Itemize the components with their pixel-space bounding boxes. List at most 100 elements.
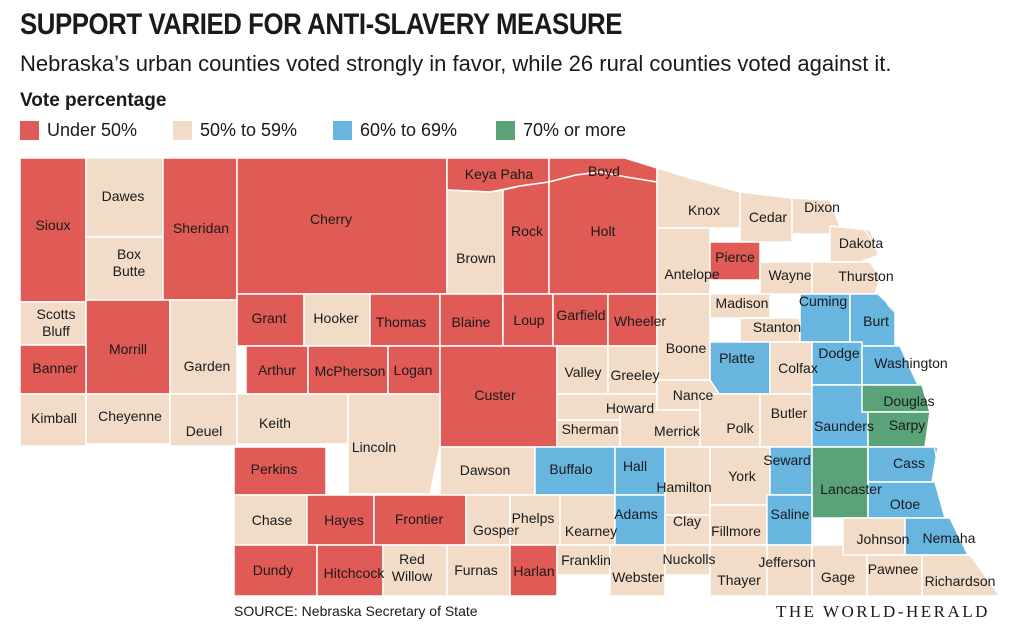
county-label-dawes: Dawes [102,188,145,204]
county-label-dodge: Dodge [818,345,859,361]
county-thayer [709,544,768,597]
county-label-kearney: Kearney [565,523,617,539]
county-labels: Sioux Dawes Box Butte Sheridan Cherry Keya Pah… [31,163,995,589]
county-label-nemaha: Nemaha [923,530,976,546]
county-label-garden: Garden [184,358,231,374]
county-label-thayer: Thayer [717,572,761,588]
county-label-fillmore: Fillmore [711,523,761,539]
county-kimball [19,393,87,447]
county-label-stanton: Stanton [753,319,801,335]
county-shapes [19,157,1001,597]
county-label-thomas: Thomas [376,314,427,330]
county-saunders [811,384,869,448]
source-note: SOURCE: Nebraska Secretary of State [234,603,478,619]
county-label-sherman: Sherman [562,421,619,437]
county-label-thurston: Thurston [838,268,893,284]
county-label-dixon: Dixon [804,199,840,215]
county-label-sarpy: Sarpy [889,417,926,433]
county-label-deuel: Deuel [186,423,223,439]
chart-title: SUPPORT VARIED FOR ANTI-SLAVERY MEASURE [20,8,623,41]
county-label-hamilton: Hamilton [656,479,711,495]
legend-item-70-plus: 70% or more [496,120,626,141]
county-label-adams: Adams [614,506,658,522]
county-label-hooker: Hooker [313,310,358,326]
county-label-cheyenne: Cheyenne [98,408,162,424]
county-label-madison: Madison [716,295,769,311]
county-label-gosper: Gosper [473,522,519,538]
county-harlan [509,544,558,597]
chart-subtitle: Nebraska’s urban counties voted strongly… [20,51,892,76]
county-label-dawson: Dawson [460,462,511,478]
county-label-lincoln: Lincoln [352,439,396,455]
county-label-cedar: Cedar [749,209,787,225]
county-label-colfax: Colfax [778,360,818,376]
county-label-nance: Nance [673,387,714,403]
county-label-clay: Clay [673,513,701,529]
county-label-franklin: Franklin [561,552,611,568]
county-label-dundy: Dundy [253,562,293,578]
county-label-buffalo: Buffalo [549,461,593,477]
county-label-nuckolls: Nuckolls [663,551,716,567]
legend-swatch [173,121,192,140]
county-label-harlan: Harlan [513,563,554,579]
county-label-kimball: Kimball [31,410,77,426]
county-label-perkins: Perkins [251,461,298,477]
county-label-richardson: Richardson [925,573,996,589]
county-label-wheeler: Wheeler [614,313,666,329]
county-label-saunders: Saunders [814,418,874,434]
county-label-scotts-bluff: Scotts Bluff [37,306,76,339]
county-label-sioux: Sioux [35,217,70,233]
county-label-polk: Polk [726,420,754,436]
county-label-morrill: Morrill [109,341,147,357]
county-antelope [656,227,711,295]
county-label-grant: Grant [251,310,286,326]
legend-item-60-to-69: 60% to 69% [333,120,457,141]
county-label-valley: Valley [564,364,601,380]
county-label-antelope: Antelope [664,266,719,282]
county-label-pawnee: Pawnee [868,561,919,577]
county-boone [656,293,711,381]
county-label-cherry: Cherry [310,211,352,227]
county-deuel [169,393,238,447]
publisher-brand: THE WORLD-HERALD [776,602,990,621]
county-label-howard: Howard [606,400,654,416]
county-label-boone: Boone [666,340,707,356]
county-label-cass: Cass [893,455,925,471]
county-label-custer: Custer [474,387,516,403]
county-label-brown: Brown [456,250,496,266]
county-label-chase: Chase [252,512,293,528]
county-label-washington: Washington [874,355,947,371]
county-label-blaine: Blaine [452,314,491,330]
county-label-rock: Rock [511,223,544,239]
missouri-river-line [656,167,1001,597]
county-label-merrick: Merrick [654,423,701,439]
legend-item-under-50: Under 50% [20,120,137,141]
county-label-lancaster: Lancaster [820,481,882,497]
county-label-johnson: Johnson [857,531,910,547]
county-webster [609,544,666,597]
county-label-wayne: Wayne [768,267,811,283]
county-burt [849,293,896,347]
county-label-saline: Saline [771,506,810,522]
county-jefferson [766,544,813,597]
county-label-boyd: Boyd [588,163,620,179]
county-label-garfield: Garfield [556,307,605,323]
county-label-seward: Seward [763,452,810,468]
county-label-hitchcock: Hitchcock [324,565,386,581]
county-label-arthur: Arthur [258,362,296,378]
county-label-red-willow: Red Willow [392,551,433,584]
county-label-keya-paha: Keya Paha [465,166,534,182]
county-label-dakota: Dakota [839,235,884,251]
county-label-greeley: Greeley [610,367,659,383]
county-label-phelps: Phelps [512,510,555,526]
county-cedar [739,191,793,243]
county-label-cuming: Cuming [799,293,847,309]
county-label-otoe: Otoe [890,496,921,512]
county-label-knox: Knox [688,202,720,218]
county-label-mcpherson: McPherson [315,363,386,379]
county-label-platte: Platte [719,350,755,366]
legend-label: 60% to 69% [360,120,458,140]
county-thurston [811,261,881,295]
county-label-frontier: Frontier [395,511,444,527]
